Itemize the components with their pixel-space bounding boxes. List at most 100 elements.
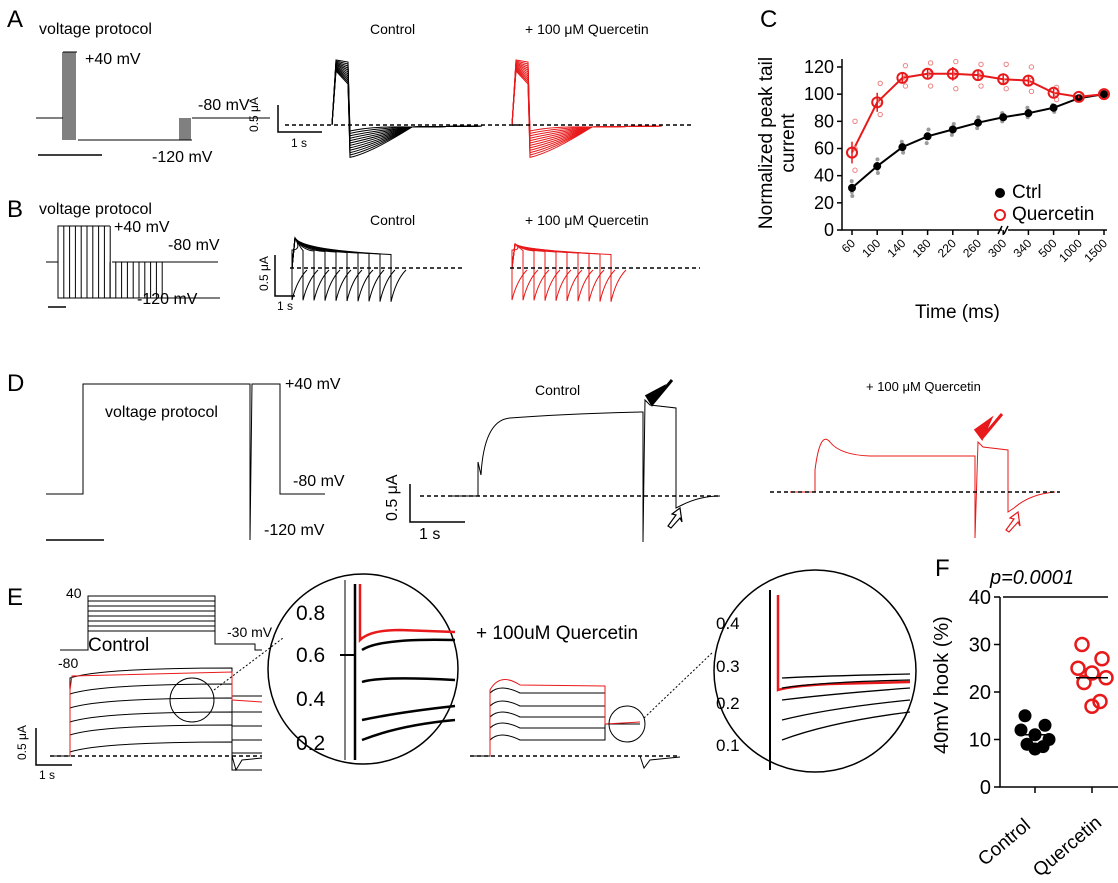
panel-c-mean-ctrl [1024,109,1032,117]
panel-d-protocol-title: voltage protocol [105,405,218,421]
panel-c-point-quercetin-individual [878,112,882,116]
panel-d-scale-current: 0.5 μA [385,474,401,521]
panel-f-ytick-label: 20 [969,682,991,704]
panel-c-point-quercetin-individual [928,84,932,88]
inset-quercetin-tick-1: 0.3 [716,658,740,675]
panel-e-scale-time: 1 s [39,769,55,781]
panel-c-axes [842,59,1002,230]
panel-letter-b: B [7,198,23,222]
panel-c-mean-ctrl [1050,104,1058,112]
panel-e-v-tail: -30 mV [227,625,272,639]
panel-b-v-high: +40 mV [114,220,170,236]
panel-f-axes [1000,597,1118,787]
zoom-connector [214,638,283,690]
panel-c-ytick-label: 60 [814,139,834,159]
panel-letter-a: A [7,8,23,32]
panel-f-point-control [1029,743,1042,756]
panel-c-xlabel: Time (ms) [915,303,1000,322]
panel-b-control-traces [290,238,465,302]
panel-a-v-high: +40 mV [85,52,141,68]
panel-c-point-quercetin-individual [1029,89,1033,93]
panel-c-mean-ctrl [949,125,957,133]
panel-b-control-label: Control [370,213,415,227]
panel-c-ytick-label: 40 [814,166,834,186]
inset-control-tick-1: 0.6 [296,645,325,666]
panel-c-point-quercetin-individual [1004,87,1008,91]
panel-c-legend-marker-ctrl [995,188,1005,198]
panel-e-v-step: 40 [66,586,82,600]
panel-c-point-quercetin-individual [853,119,857,123]
panel-c-point-quercetin-individual [903,63,907,67]
panel-f-annotation: p=0.0001 [990,568,1074,588]
red-arrow-icon [976,414,1002,438]
black-arrow-icon [647,380,672,404]
panel-f-chart: 0 10 20 30 40 [969,587,1118,799]
panel-e-quercetin-label: + 100uM Quercetin [476,624,638,643]
panel-a-v-low: -120 mV [152,150,212,166]
panel-c-point-ctrl-individual [876,171,880,175]
panel-c-xtick-label: 340 [1010,236,1034,260]
panel-letter-c: C [760,8,777,32]
panel-c-xtick-label: 140 [884,236,908,260]
panel-a-quercetin-label: + 100 μM Quercetin [525,22,649,36]
panel-f-ylabel: 40mV hook (%) [932,616,952,754]
panel-c-point-ctrl-individual [850,194,854,198]
panel-f-ytick-label: 30 [969,635,991,657]
panel-d-control-label: Control [535,383,580,397]
panel-f-point-quercetin [1096,652,1109,665]
inset-quercetin-tick-3: 0.1 [716,737,740,754]
panel-c-xtick-label: 220 [935,236,959,260]
panel-f-ytick-label: 0 [980,777,991,799]
open-red-arrow-icon [1006,512,1020,532]
panel-f-ytick-label: 40 [969,587,991,609]
panel-e-control-traces [50,668,262,770]
panel-d-v-mid: -80 mV [293,474,345,490]
panel-c-point-quercetin-individual [903,84,907,88]
panel-b-quercetin-traces [510,244,700,302]
panel-b-v-low: -120 mV [137,292,197,308]
panel-b-quercetin-label: + 100 μM Quercetin [525,213,649,227]
inset-quercetin-tick-0: 0.4 [716,615,740,632]
panel-c-xtick-label: 1500 [1081,236,1110,265]
inset-control-tick-3: 0.2 [296,733,325,754]
panel-c-mean-ctrl [848,184,856,192]
panel-c-ytick-label: 120 [804,57,834,77]
panel-a-scale-bar [278,105,322,132]
panel-c-mean-ctrl [974,119,982,127]
panel-c-ytick-label: 0 [824,220,834,240]
panel-c-point-ctrl-individual [901,151,905,155]
panel-c-point-quercetin-individual [1029,65,1033,69]
panel-c-ytick-label: 80 [814,111,834,131]
panel-c-legend-ctrl: Ctrl [1012,183,1042,202]
panel-c-point-quercetin-individual [1004,62,1008,66]
panel-d-v-high: +40 mV [285,377,341,393]
panel-c-point-ctrl-individual [925,141,929,145]
panel-letter-d: D [7,372,24,396]
panel-c-ytick-label: 20 [814,193,834,213]
panel-c-point-ctrl-individual [850,179,854,183]
panel-c-mean-ctrl [1100,90,1108,98]
panel-c-point-ctrl-individual [1025,106,1029,110]
panel-a-quercetin-traces [512,60,692,157]
panel-e-v-hold: -80 [58,656,78,670]
panel-a-protocol-title: voltage protocol [39,22,152,38]
panel-b-v-mid: -80 mV [168,238,220,254]
panel-c-point-ctrl-individual [875,157,879,161]
panel-c-fit-quercetin [852,74,1104,153]
panel-a-v-mid: -80 mV [198,98,250,114]
zoom-connector [644,652,713,718]
panel-e-control-label: Control [88,636,149,655]
panel-c-legend-marker-quercetin [995,210,1005,220]
panel-c-point-quercetin-individual [954,87,958,91]
panel-f-point-control [1019,709,1032,722]
panel-letter-e: E [7,586,23,610]
panel-b-protocol-title: voltage protocol [39,202,152,218]
panel-c-point-quercetin-individual [878,81,882,85]
panel-f-ytick-label: 10 [969,730,991,752]
panel-b-scale-time: 1 s [277,300,293,312]
panel-b-scale-current: 0.5 μA [258,256,270,291]
panel-c-ylabel: Normalized peak tail current [756,48,800,238]
panel-c-point-ctrl-individual [950,133,954,137]
inset-control-tick-0: 0.8 [296,603,325,624]
panel-c-point-quercetin-individual [928,61,932,65]
